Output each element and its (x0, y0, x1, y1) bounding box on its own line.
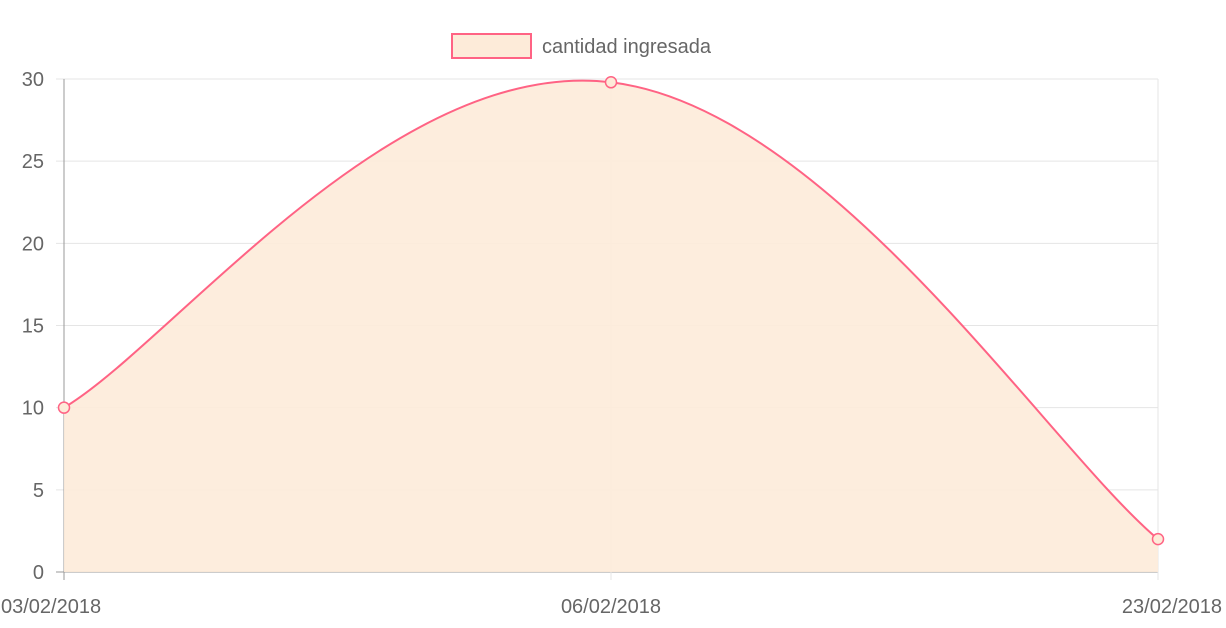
area-series (63, 79, 1159, 572)
x-axis-ticks: 03/02/2018 06/02/2018 23/02/2018 (1, 596, 1222, 618)
x-tick-label: 06/02/2018 (561, 596, 661, 618)
data-points (57, 76, 1165, 546)
legend[interactable]: cantidad ingresada (451, 33, 712, 59)
x-tick-label: 23/02/2018 (1122, 596, 1222, 618)
y-tick-label: 30 (22, 69, 44, 91)
y-tick-label: 15 (22, 316, 44, 338)
data-point[interactable] (57, 401, 71, 414)
x-tick-label: 03/02/2018 (1, 596, 101, 618)
y-axis-ticks: 0 5 10 15 20 25 30 (22, 69, 44, 584)
y-tick-label: 20 (22, 233, 44, 255)
data-point[interactable] (1151, 532, 1165, 546)
y-tick-label: 5 (33, 480, 44, 502)
legend-label[interactable]: cantidad ingresada (542, 36, 712, 58)
y-tick-label: 25 (22, 151, 44, 173)
data-point[interactable] (604, 76, 618, 89)
legend-swatch[interactable] (451, 33, 532, 59)
y-tick-label: 10 (22, 398, 44, 420)
series-area-fill (64, 80, 1158, 572)
y-tick-label: 0 (33, 562, 44, 584)
